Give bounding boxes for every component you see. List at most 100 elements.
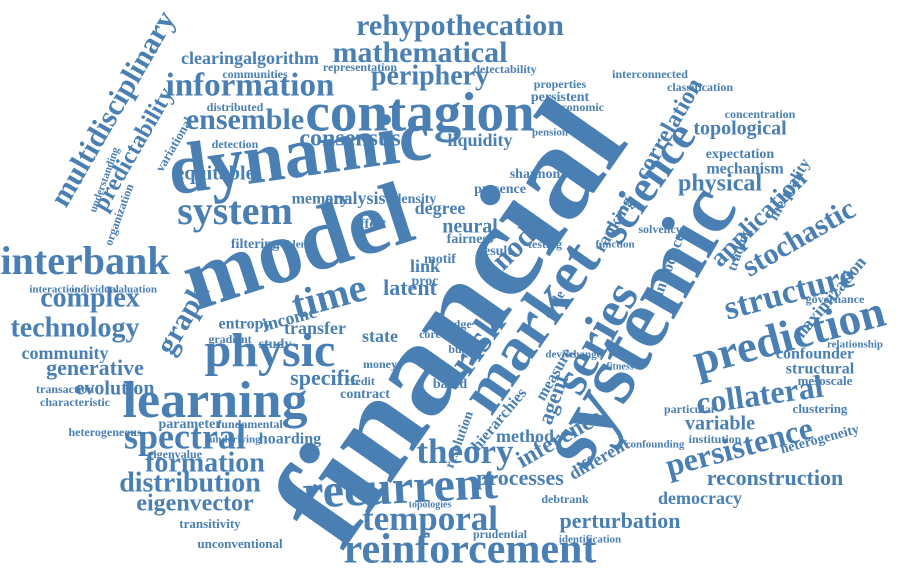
word: presence	[474, 182, 526, 197]
word: latent	[383, 275, 437, 300]
word: communities	[222, 67, 288, 81]
word: prudential	[473, 527, 528, 541]
word: evolution	[76, 378, 155, 400]
word: credit	[345, 374, 375, 388]
word: study	[259, 337, 292, 352]
word: confounder	[776, 346, 854, 363]
word: generative	[46, 355, 144, 380]
word: result	[478, 244, 512, 259]
word: spectral	[124, 416, 246, 456]
word: state	[362, 326, 398, 346]
word: technology	[10, 312, 139, 343]
word: governance	[806, 292, 865, 306]
word: economic	[556, 100, 605, 114]
word: institution	[689, 432, 742, 446]
word: individual	[71, 284, 119, 296]
word: classification	[667, 80, 733, 94]
word: distributed	[207, 100, 264, 114]
word: fairness	[447, 232, 494, 247]
word: democracy	[658, 488, 742, 508]
word: perturbation	[560, 508, 681, 533]
word: device	[545, 349, 574, 361]
word: hoarding	[259, 431, 321, 448]
word: equitable	[176, 163, 255, 185]
word: consensus	[299, 126, 400, 152]
word: density	[394, 192, 437, 207]
word: contract	[340, 387, 390, 402]
word: expectation	[706, 147, 775, 162]
word: solvency	[638, 222, 681, 236]
word: clustering	[793, 401, 848, 416]
word: periphery	[371, 60, 489, 91]
word: specific	[290, 365, 360, 390]
word: transitivity	[179, 516, 241, 531]
word: topologies	[409, 499, 452, 510]
word: link	[410, 256, 440, 276]
word: eigenvalue	[148, 447, 203, 461]
word: particular	[664, 402, 717, 416]
word: edge	[448, 317, 472, 331]
word: identification	[559, 534, 621, 546]
word: complex	[40, 282, 140, 313]
word: transfer	[284, 318, 346, 338]
word: concentration	[725, 107, 796, 121]
word: effect	[354, 217, 387, 232]
word: ensemble	[186, 103, 304, 136]
word: mathematical	[333, 36, 508, 69]
word: structural	[786, 361, 855, 378]
word: mechanism	[706, 161, 784, 178]
word: rehypothecation	[356, 9, 564, 42]
word: representation	[323, 60, 398, 74]
word: degree	[415, 198, 466, 218]
word: parameter	[159, 417, 222, 432]
word: function	[595, 239, 634, 251]
word: eigenvector	[136, 491, 254, 517]
word: change	[569, 349, 602, 361]
word: pension	[532, 127, 568, 139]
word: liquidity	[447, 130, 512, 150]
word: neural	[442, 216, 498, 238]
word: motif	[424, 252, 456, 267]
word: interconnected	[612, 67, 688, 81]
word: system	[177, 188, 293, 233]
word: bursty	[448, 342, 481, 356]
word: transaction	[36, 382, 94, 396]
word: theory	[416, 432, 514, 471]
word: interbank	[1, 238, 171, 283]
word: physical	[678, 171, 762, 197]
word: community	[22, 343, 109, 363]
word: physic	[205, 324, 336, 377]
word: problem	[270, 239, 310, 251]
word: processes	[476, 465, 564, 490]
word: information	[166, 68, 335, 104]
word: mesoscale	[798, 373, 853, 388]
word: formation	[145, 447, 265, 478]
word: relationship	[827, 339, 883, 351]
word: debtrank	[541, 492, 589, 506]
word: method	[496, 426, 554, 446]
word: underlying	[209, 434, 261, 446]
word: heterogeneous	[68, 425, 141, 439]
word: interaction	[29, 284, 80, 296]
word: filtering	[231, 237, 279, 252]
word: fitness	[606, 361, 633, 372]
word: characteristic	[40, 395, 111, 409]
word: distribution	[119, 467, 261, 498]
word: detectability	[473, 62, 536, 76]
word: clearingalgorithm	[181, 48, 319, 68]
word: based	[433, 377, 467, 392]
word: memory	[292, 191, 349, 208]
word: gradient	[208, 332, 251, 346]
word: analysis	[324, 188, 385, 208]
word: fundamental	[217, 417, 283, 431]
word: unconventional	[197, 536, 283, 551]
word: shannon	[510, 167, 561, 182]
word: proc	[412, 274, 439, 289]
word: variable	[685, 413, 755, 435]
word: properties	[534, 77, 587, 91]
word: valuation	[113, 284, 157, 296]
word: core	[419, 327, 441, 341]
word: entropy	[218, 316, 271, 333]
word: persistent	[531, 90, 590, 105]
